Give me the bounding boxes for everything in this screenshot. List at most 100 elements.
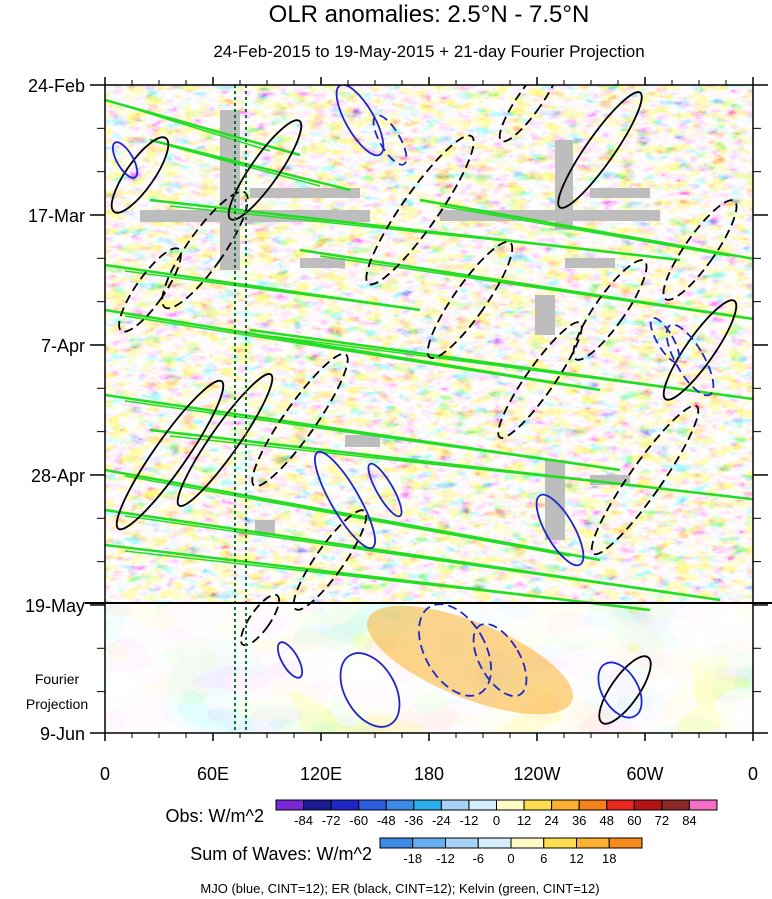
colorbar-swatch — [543, 837, 577, 849]
colorbar-swatch — [412, 837, 446, 849]
colorbar-level-label: -6 — [472, 851, 484, 866]
missing-data-patch — [590, 188, 650, 198]
colorbar-level-label: -48 — [377, 813, 396, 828]
missing-data-patch — [255, 520, 275, 535]
colorbar-swatch — [413, 799, 442, 811]
contour-note: MJO (blue, CINT=12); ER (black, CINT=12)… — [200, 881, 599, 896]
colorbar-swatch — [661, 799, 690, 811]
chart-subtitle: 24-Feb-2015 to 19-May-2015 + 21-day Four… — [213, 42, 644, 61]
mjo-contour — [367, 462, 403, 518]
x-tick-label: 0 — [748, 764, 758, 784]
y-tick-label: 17-Mar — [28, 206, 85, 226]
kelvin-contour — [105, 308, 601, 392]
er-contour — [118, 247, 182, 333]
colorbar-level-label: -60 — [349, 813, 368, 828]
colorbar-level-label: 24 — [544, 813, 558, 828]
colorbar-swatch — [468, 799, 497, 811]
colorbar-level-label: -84 — [294, 813, 313, 828]
projection-label-line2: Projection — [26, 696, 88, 712]
er-contour — [115, 379, 225, 531]
kelvin-contours — [105, 98, 753, 612]
colorbar-level-label: 72 — [655, 813, 669, 828]
y-axis: 24-Feb 17-Mar 7-Apr 28-Apr 19-May 9-Jun — [25, 76, 768, 744]
missing-data-patch — [565, 258, 615, 268]
kelvin-contour — [149, 138, 351, 192]
mjo-contour — [597, 661, 643, 719]
x-tick-label: 120W — [513, 764, 560, 784]
colorbar-swatch — [576, 837, 610, 849]
kelvin-contour — [124, 515, 691, 597]
er-contour — [572, 259, 648, 361]
er-contour — [251, 352, 349, 488]
colorbar-swatch — [496, 799, 525, 811]
colorbar-level-label: -24 — [432, 813, 451, 828]
colorbar-level-label: -12 — [460, 813, 479, 828]
er-contour — [498, 85, 562, 143]
x-tick-label: 180 — [414, 764, 444, 784]
colorbar-level-label: -12 — [436, 851, 455, 866]
mjo-contours — [111, 85, 715, 728]
x-tick-label: 120E — [300, 764, 342, 784]
kelvin-contour — [269, 335, 731, 397]
missing-data-patch — [590, 475, 630, 485]
colorbar-level-label: 36 — [572, 813, 586, 828]
er-contour — [161, 190, 249, 310]
colorbar-level-label: 6 — [540, 851, 547, 866]
mjo-contour — [339, 652, 401, 728]
mjo-contour — [649, 317, 681, 363]
y-tick-label: 9-Jun — [40, 724, 85, 744]
kelvin-contour — [169, 435, 731, 497]
er-contour — [557, 91, 643, 209]
er-contour — [590, 404, 700, 556]
missing-data-patches — [140, 110, 660, 540]
mjo-contour — [535, 493, 585, 567]
missing-data-patch — [535, 295, 555, 335]
obs-colorbar: -84 -72 -60 -48 -36 -24 -12 0 12 24 36 48 60 72 84 — [275, 799, 718, 828]
colorbar-level-label: 84 — [682, 813, 696, 828]
er-contour — [598, 655, 652, 725]
er-contour — [110, 136, 170, 214]
colorbar-swatch — [445, 837, 479, 849]
colorbar-swatch — [578, 799, 608, 811]
kelvin-contour — [169, 205, 651, 257]
kelvin-contour — [439, 205, 731, 257]
mjo-contour — [276, 641, 304, 679]
er-contour — [227, 119, 303, 221]
x-tick-label: 60E — [197, 764, 229, 784]
colorbar-level-label: -72 — [322, 813, 341, 828]
kelvin-contour — [124, 315, 571, 387]
mjo-contour — [372, 114, 408, 166]
er-contour — [176, 373, 274, 507]
kelvin-contour — [124, 400, 591, 467]
waves-colorbar: -18 -12 -6 0 6 12 18 — [379, 837, 643, 866]
colorbar-swatch — [688, 799, 718, 811]
mjo-contour — [314, 450, 376, 550]
colorbar-swatch — [440, 799, 470, 811]
y-tick-label: 7-Apr — [41, 336, 85, 356]
er-contour — [497, 321, 583, 439]
colorbar-swatch — [606, 799, 635, 811]
missing-data-patch — [300, 258, 345, 268]
colorbar-swatch — [551, 799, 580, 811]
missing-data-patch — [250, 188, 360, 198]
er-contour — [292, 509, 368, 611]
kelvin-contour — [124, 105, 271, 152]
kelvin-contour — [419, 198, 753, 261]
er-contours — [110, 85, 738, 725]
colorbar-swatch — [358, 799, 387, 811]
colorbar-level-label: 18 — [602, 851, 616, 866]
kelvin-contour — [124, 475, 571, 557]
colorbar-swatch — [523, 799, 553, 811]
waves-legend-label: Sum of Waves: W/m^2 — [190, 844, 372, 864]
kelvin-contour — [124, 550, 621, 607]
x-tick-label: 0 — [100, 764, 110, 784]
obs-legend-label: Obs: W/m^2 — [166, 806, 264, 826]
kelvin-contour — [299, 248, 753, 321]
colorbar-swatch — [275, 799, 305, 811]
colorbar-swatch — [477, 837, 512, 849]
colorbar-swatch — [633, 799, 663, 811]
missing-data-patch — [345, 435, 380, 447]
x-tick-label: 60W — [626, 764, 663, 784]
chart-title: OLR anomalies: 2.5°N - 7.5°N — [269, 1, 590, 28]
